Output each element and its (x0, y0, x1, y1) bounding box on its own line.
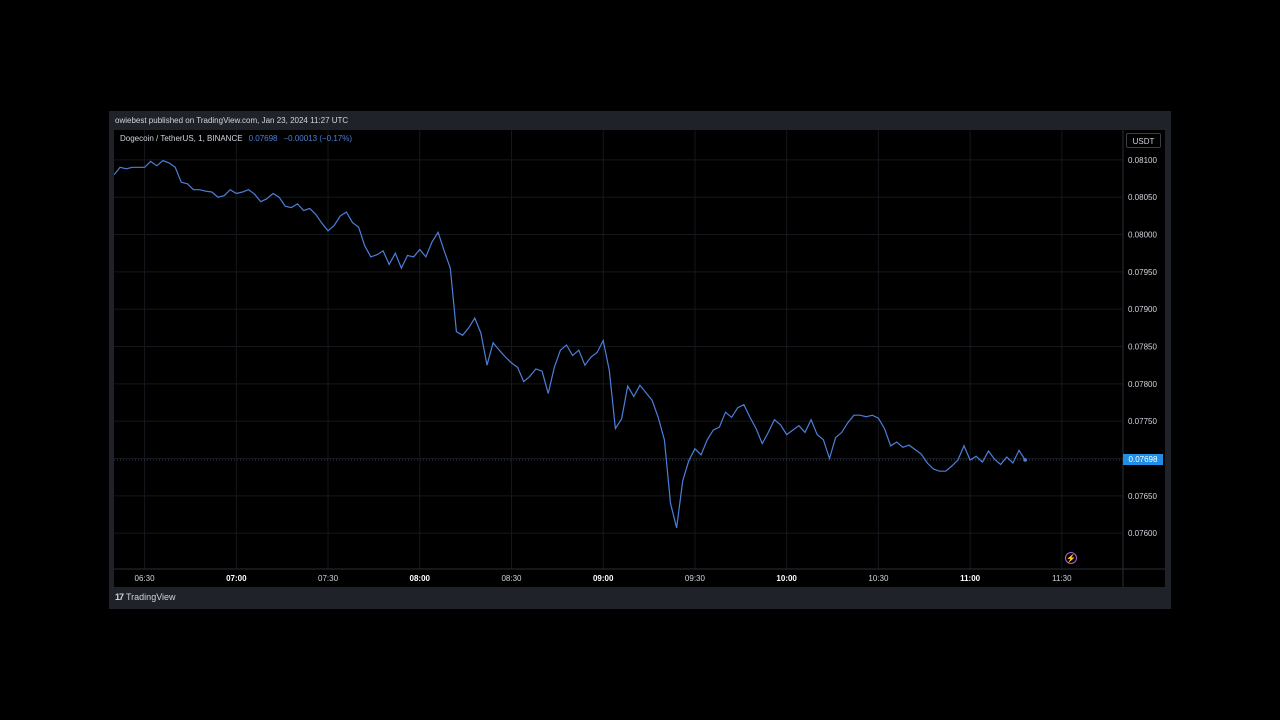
x-tick-label: 09:30 (685, 574, 706, 583)
y-tick-label: 0.08100 (1128, 156, 1157, 165)
brand-name: TradingView (126, 592, 176, 602)
y-tick-label: 0.08050 (1128, 193, 1157, 202)
y-tick-label: 0.08000 (1128, 231, 1157, 240)
price-series-line (114, 159, 1026, 529)
tradingview-logo-icon: 17 (115, 592, 124, 602)
last-price-tag: 0.07698 (1123, 454, 1163, 466)
x-tick-label: 08:30 (501, 574, 522, 583)
time-axis: 06:30 07:00 07:30 08:00 08:30 09:00 09:30 10:00… (135, 574, 1073, 583)
currency-button[interactable]: USDT (1126, 133, 1161, 148)
publish-info: owiebest published on TradingView.com, J… (115, 116, 349, 125)
chart-svg[interactable]: 0.08100 0.08050 0.08000 0.07950 0.07900 0.078… (114, 130, 1165, 587)
lightning-icon[interactable]: ⚡ (1065, 552, 1077, 564)
x-tick-label: 06:30 (135, 574, 156, 583)
x-tick-label: 10:00 (776, 574, 797, 583)
y-tick-label: 0.07750 (1128, 417, 1157, 426)
last-value: 0.07698 (248, 134, 278, 143)
symbol-title: Dogecoin / TetherUS, 1, BINANCE (120, 134, 243, 143)
y-tick-label: 0.07600 (1128, 529, 1157, 538)
change-value: −0.00013 (−0.17%) (283, 134, 353, 143)
chart-panel[interactable]: 0.08100 0.08050 0.08000 0.07950 0.07900 0.078… (114, 130, 1165, 587)
x-tick-label: 09:00 (593, 574, 614, 583)
y-tick-label: 0.07900 (1128, 305, 1157, 314)
y-tick-label: 0.07650 (1128, 492, 1157, 501)
y-tick-label: 0.07800 (1128, 380, 1157, 389)
y-tick-label: 0.07850 (1128, 343, 1157, 352)
chart-frame: owiebest published on TradingView.com, J… (109, 111, 1171, 609)
last-price-dot (1023, 458, 1027, 462)
x-tick-label: 11:00 (960, 574, 981, 583)
grid (114, 130, 1123, 569)
x-tick-label: 07:30 (318, 574, 339, 583)
price-axis: 0.08100 0.08050 0.08000 0.07950 0.07900 0.078… (1128, 156, 1157, 538)
footer-brand[interactable]: 17 TradingView (115, 592, 176, 602)
x-tick-label: 07:00 (226, 574, 247, 583)
symbol-legend: Dogecoin / TetherUS, 1, BINANCE 0.07698 −0… (120, 134, 352, 143)
y-tick-label: 0.07950 (1128, 268, 1157, 277)
x-tick-label: 08:00 (410, 574, 431, 583)
x-tick-label: 10:30 (868, 574, 889, 583)
x-tick-label: 11:30 (1052, 574, 1072, 583)
